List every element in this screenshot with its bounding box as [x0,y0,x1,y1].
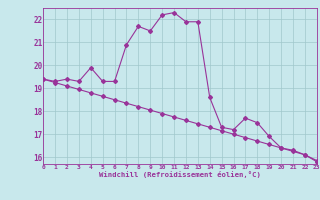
X-axis label: Windchill (Refroidissement éolien,°C): Windchill (Refroidissement éolien,°C) [99,171,261,178]
